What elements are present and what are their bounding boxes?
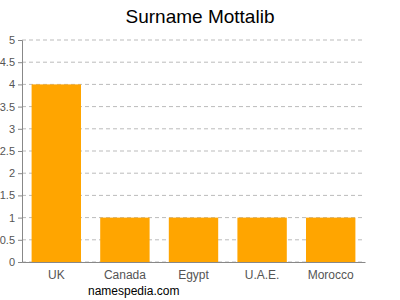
y-tick: 5 xyxy=(9,34,22,46)
title: Surname Mottalib xyxy=(126,6,275,27)
grid xyxy=(22,40,365,262)
y-tick: 3.5 xyxy=(0,101,22,113)
y-tick-label: 0.5 xyxy=(0,234,15,246)
x-tick: Morocco xyxy=(308,262,354,282)
chart: 0 0.5 1 1.5 2 2.5 3 3.5 4 4.5 5 UK Canada Egypt U.A.E.… xyxy=(0,0,400,300)
y-tick-mark xyxy=(18,218,22,219)
y-tick-label: 3.5 xyxy=(0,101,15,113)
plot: 0 0.5 1 1.5 2 2.5 3 3.5 4 4.5 5 UK Canada Egypt U.A.E.… xyxy=(0,34,366,282)
x-axis: UK Canada Egypt U.A.E. Morocco xyxy=(23,262,366,282)
y-tick: 4.5 xyxy=(0,56,22,68)
y-tick: 1.5 xyxy=(0,189,22,201)
bar xyxy=(306,218,355,262)
bar xyxy=(32,84,81,262)
y-tick: 3 xyxy=(9,123,22,135)
y-tick: 0.5 xyxy=(0,234,22,246)
x-tick: Egypt xyxy=(178,262,209,282)
y-tick-label: 1 xyxy=(9,212,15,224)
x-tick: Canada xyxy=(104,262,146,282)
y-tick-mark xyxy=(18,173,22,174)
annotation: namespedia.com xyxy=(88,284,179,298)
y-tick-label: 1.5 xyxy=(0,189,15,201)
y-tick-label: 5 xyxy=(9,34,15,46)
y-tick-label: 3 xyxy=(9,123,15,135)
grid-line xyxy=(22,40,365,41)
y-tick: 1 xyxy=(9,212,22,224)
x-tick-label: Morocco xyxy=(308,268,354,282)
y-tick-label: 4 xyxy=(9,78,15,90)
y-tick-mark xyxy=(18,195,22,196)
grid-line xyxy=(22,62,365,63)
y-tick-mark xyxy=(18,84,22,85)
x-tick-label: U.A.E. xyxy=(245,268,280,282)
bar xyxy=(100,218,149,262)
y-tick-mark xyxy=(18,40,22,41)
y-tick-mark xyxy=(18,151,22,152)
y-tick-mark xyxy=(18,240,22,241)
y-tick-label: 4.5 xyxy=(0,56,15,68)
x-tick-label: Canada xyxy=(104,268,146,282)
x-tick-label: UK xyxy=(48,268,65,282)
x-tick: U.A.E. xyxy=(245,262,280,282)
bar xyxy=(169,218,218,262)
y-tick-label: 0 xyxy=(9,256,15,268)
y-tick-mark xyxy=(18,62,22,63)
y-tick-label: 2 xyxy=(9,167,15,179)
bars xyxy=(32,84,356,262)
y-tick: 0 xyxy=(9,256,22,268)
y-tick: 4 xyxy=(9,78,22,90)
y-tick-mark xyxy=(18,107,22,108)
y-tick: 2.5 xyxy=(0,145,22,157)
y-tick-mark xyxy=(18,129,22,130)
x-tick-label: Egypt xyxy=(178,268,209,282)
y-tick-label: 2.5 xyxy=(0,145,15,157)
y-axis: 0 0.5 1 1.5 2 2.5 3 3.5 4 4.5 5 xyxy=(0,34,23,268)
x-axis-line xyxy=(23,262,366,263)
bar xyxy=(237,218,286,262)
y-tick-mark xyxy=(18,262,22,263)
y-axis-line xyxy=(18,41,23,263)
x-tick: UK xyxy=(48,262,65,282)
y-tick: 2 xyxy=(9,167,22,179)
